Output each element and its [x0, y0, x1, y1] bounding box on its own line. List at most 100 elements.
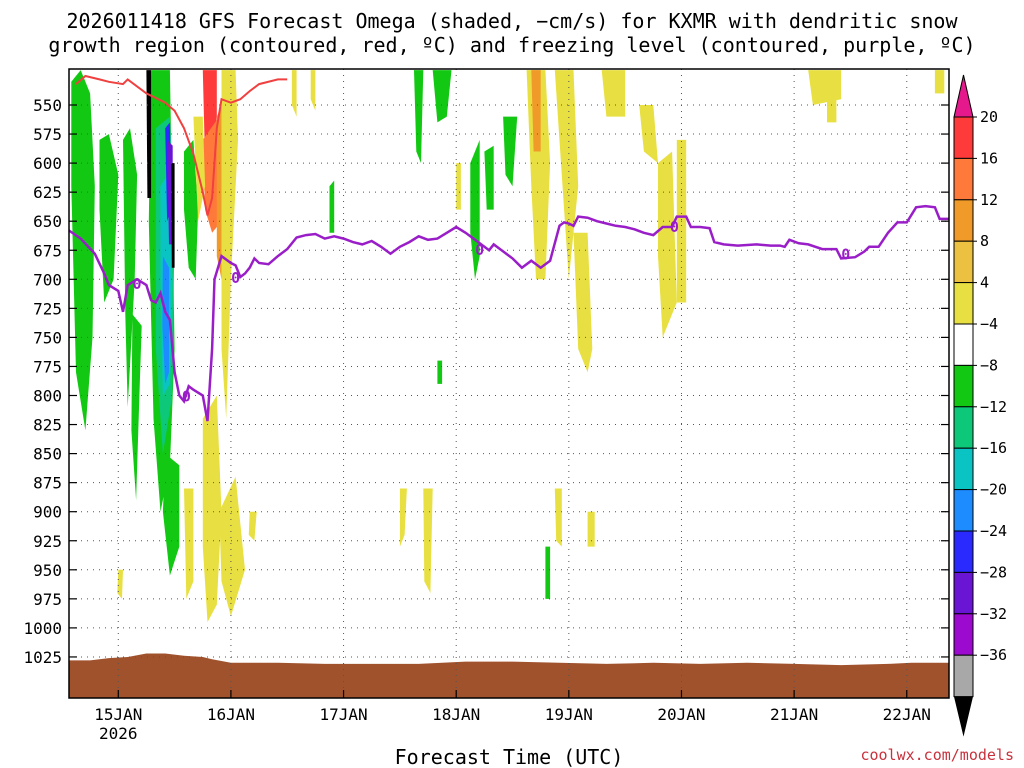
- omega-region-12: [146, 70, 152, 198]
- y-tick-label-725: 725: [33, 299, 62, 318]
- colorbar-swatch-0: [953, 116, 974, 159]
- colorbar-swatch-1: [953, 157, 974, 201]
- x-tick-label-22JAN: 22JAN: [883, 705, 931, 724]
- y-tick-label-925: 925: [33, 532, 62, 551]
- omega-region-23: [248, 511, 257, 541]
- x-tick-label-18JAN: 18JAN: [432, 705, 480, 724]
- omega-region-43: [423, 488, 433, 593]
- colorbar-swatch-13: [953, 654, 974, 698]
- freezing-level-label-5: 0: [841, 246, 850, 264]
- colorbar-label-9: −20: [980, 481, 1007, 499]
- colorbar-swatch-8: [953, 447, 974, 491]
- y-tick-label-575: 575: [33, 125, 62, 144]
- y-tick-label-600: 600: [33, 154, 62, 173]
- colorbar-label-2: 12: [980, 191, 998, 209]
- colorbar-label-7: −12: [980, 398, 1007, 416]
- colorbar-swatch-7: [953, 406, 974, 449]
- colorbar-label-1: 16: [980, 149, 998, 167]
- freezing-level-label-0: 0: [133, 275, 142, 293]
- freezing-level-label-1: 0: [182, 388, 191, 406]
- omega-region-37: [573, 232, 593, 373]
- omega-region-26: [329, 180, 335, 233]
- x-tick-label-20JAN: 20JAN: [657, 705, 705, 724]
- chart-title-line-1: 2026011418 GFS Forecast Omega (shaded, −…: [66, 9, 958, 33]
- colorbar-label-6: −8: [980, 356, 998, 374]
- colorbar-swatch-3: [953, 240, 974, 284]
- omega-region-22: [117, 569, 123, 599]
- dgz-contour-line: [75, 74, 288, 216]
- colorbar-swatch-5: [953, 323, 974, 366]
- omega-region-20: [193, 116, 206, 222]
- y-tick-label-550: 550: [33, 96, 62, 115]
- y-tick-label-1000: 1000: [23, 619, 62, 638]
- omega-region-42: [399, 488, 407, 547]
- omega-region-19: [219, 476, 245, 617]
- colorbar-label-8: −16: [980, 439, 1007, 457]
- colorbar-label-4: 4: [980, 274, 989, 292]
- omega-region-38: [601, 70, 626, 117]
- colorbar: 20 16 12 8 4 −4 −8 −12 −16 −20 −24 −28 −32 −36: [953, 74, 1007, 737]
- omega-shading: [71, 70, 945, 623]
- omega-region-40: [658, 151, 677, 338]
- omega-region-30: [484, 145, 494, 210]
- omega-region-6: [184, 139, 199, 280]
- x-axis-label: Forecast Time (UTC): [395, 745, 624, 768]
- colorbar-swatch-11: [953, 571, 974, 615]
- omega-region-28: [432, 70, 452, 123]
- omega-region-45: [587, 511, 595, 547]
- y-tick-label-875: 875: [33, 474, 62, 493]
- colorbar-swatch-2: [953, 199, 974, 242]
- omega-region-49: [934, 70, 945, 94]
- omega-region-29: [470, 139, 480, 280]
- colorbar-label-0: 20: [980, 108, 998, 126]
- omega-region-27: [414, 70, 424, 164]
- omega-region-36: [554, 70, 579, 280]
- terrain-fill: [69, 653, 949, 698]
- y-tick-label-975: 975: [33, 590, 62, 609]
- colorbar-swatch-6: [953, 364, 974, 408]
- omega-region-3: [131, 314, 142, 501]
- omega-region-2: [123, 128, 138, 408]
- y-tick-label-650: 650: [33, 212, 62, 231]
- y-tick-label-900: 900: [33, 503, 62, 522]
- colorbar-top-arrow: [953, 74, 974, 118]
- plot-frame: [68, 68, 950, 699]
- y-tick-label-750: 750: [33, 328, 62, 347]
- colorbar-label-11: −28: [980, 563, 1007, 581]
- y-tick-label-675: 675: [33, 241, 62, 260]
- colorbar-label-5: −4: [980, 315, 998, 333]
- y-tick-label-850: 850: [33, 445, 62, 464]
- omega-region-11: [167, 139, 173, 245]
- colorbar-bottom-arrow: [954, 696, 973, 737]
- x-tick-label-17JAN: 17JAN: [319, 705, 367, 724]
- terrain-polygon: [69, 653, 949, 698]
- omega-region-31: [503, 116, 518, 187]
- freezing-level-line: [68, 204, 949, 422]
- omega-region-5: [162, 453, 180, 576]
- freezing-level-label-2: 0: [231, 269, 240, 287]
- x-tick-label-19JAN: 19JAN: [545, 705, 593, 724]
- colorbar-label-10: −24: [980, 522, 1007, 540]
- omega-region-32: [437, 360, 443, 384]
- y-tick-label-825: 825: [33, 416, 62, 435]
- omega-region-18: [202, 395, 222, 623]
- omega-region-17: [221, 70, 238, 419]
- y-tick-label-950: 950: [33, 561, 62, 580]
- omega-region-35: [531, 70, 541, 152]
- colorbar-swatch-12: [953, 613, 974, 656]
- axes: 550 575 600 625 650 675 700 725 750 775 800 825 850 8…: [23, 96, 949, 743]
- y-tick-label-775: 775: [33, 357, 62, 376]
- omega-region-25: [310, 70, 316, 111]
- colorbar-swatch-4: [953, 282, 974, 325]
- omega-region-0: [71, 70, 95, 431]
- y-tick-label-625: 625: [33, 183, 62, 202]
- y-tick-label-1025: 1025: [23, 648, 62, 667]
- omega-region-44: [554, 488, 562, 547]
- contours: 0 0 0 0 0 0: [68, 74, 949, 422]
- freezing-level-label-3: 0: [475, 241, 484, 259]
- omega-region-24: [291, 70, 297, 117]
- omega-region-33: [456, 163, 461, 210]
- x-tick-label-21JAN: 21JAN: [770, 705, 818, 724]
- x-tick-sublabel-15JAN: 2026: [99, 724, 138, 743]
